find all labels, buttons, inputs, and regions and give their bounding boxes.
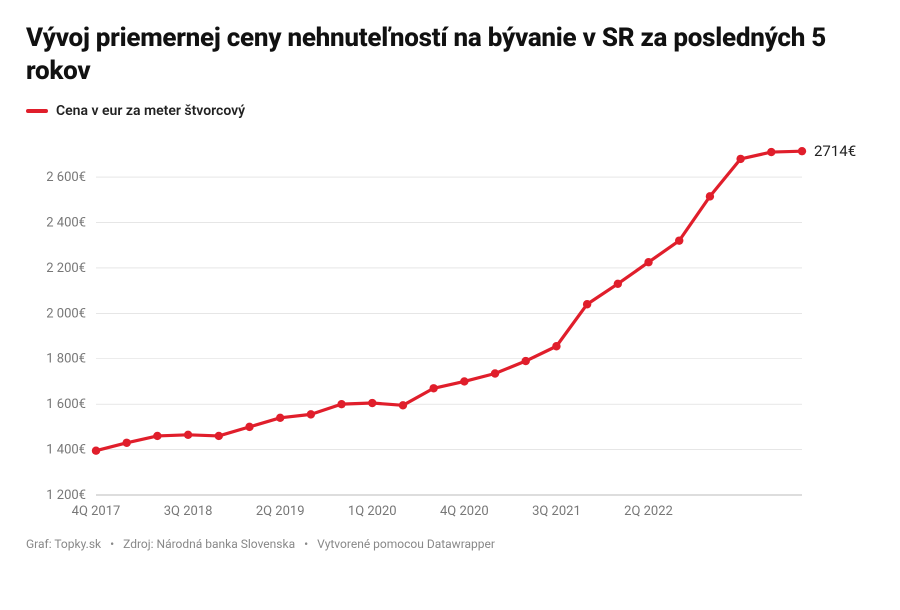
data-point xyxy=(491,369,499,377)
y-axis-label: 1 800€ xyxy=(46,352,86,367)
data-point xyxy=(767,148,775,156)
data-point xyxy=(429,384,437,392)
chart-footer: Graf: Topky.sk • Zdroj: Národná banka Sl… xyxy=(26,537,874,551)
data-point xyxy=(368,399,376,407)
data-point xyxy=(706,192,714,200)
y-axis-label: 1 600€ xyxy=(46,397,86,412)
data-point xyxy=(92,447,100,455)
y-axis-label: 1 400€ xyxy=(46,443,86,458)
data-point xyxy=(307,410,315,418)
data-point xyxy=(122,439,130,447)
data-point xyxy=(276,414,284,422)
x-axis-label: 1Q 2020 xyxy=(348,504,397,519)
footer-sep-icon: • xyxy=(304,537,308,551)
data-point xyxy=(552,342,560,350)
data-point xyxy=(675,236,683,244)
data-point xyxy=(460,377,468,385)
y-axis-label: 2 400€ xyxy=(46,215,86,230)
data-point xyxy=(153,432,161,440)
data-point xyxy=(337,400,345,408)
y-axis-label: 2 600€ xyxy=(46,170,86,185)
data-point xyxy=(215,432,223,440)
footer-sep-icon: • xyxy=(110,537,114,551)
line-chart: 1 200€ 1 400€ 1 600€ 1 800€ 2 000€ 2 200€ 2 40… xyxy=(26,129,874,529)
footer-source: Zdroj: Národná banka Slovenska xyxy=(123,537,295,551)
x-axis-label: 3Q 2021 xyxy=(532,504,581,519)
data-point xyxy=(614,280,622,288)
x-axis-label: 2Q 2022 xyxy=(624,504,673,519)
final-value-label: 2714€ xyxy=(814,142,856,160)
footer-tool: Vytvorené pomocou Datawrapper xyxy=(317,537,495,551)
data-point xyxy=(399,401,407,409)
legend: Cena v eur za meter štvorcový xyxy=(26,103,874,119)
data-point xyxy=(583,300,591,308)
data-point xyxy=(798,147,806,155)
data-point xyxy=(644,258,652,266)
legend-label: Cena v eur za meter štvorcový xyxy=(56,103,245,119)
x-axis-label: 4Q 2020 xyxy=(440,504,489,519)
data-point xyxy=(522,357,530,365)
x-axis-label: 4Q 2017 xyxy=(72,504,121,519)
x-axis-label: 3Q 2018 xyxy=(164,504,213,519)
x-axis-label: 2Q 2019 xyxy=(256,504,305,519)
legend-swatch xyxy=(26,109,48,113)
y-axis-label: 2 200€ xyxy=(46,261,86,276)
data-point xyxy=(184,431,192,439)
data-point xyxy=(245,423,253,431)
data-point xyxy=(736,155,744,163)
y-axis-label: 2 000€ xyxy=(46,306,86,321)
y-axis-label: 1 200€ xyxy=(46,488,86,503)
chart-title: Vývoj priemernej ceny nehnuteľností na b… xyxy=(26,22,874,87)
series-line xyxy=(96,151,802,451)
footer-graf: Graf: Topky.sk xyxy=(26,537,101,551)
